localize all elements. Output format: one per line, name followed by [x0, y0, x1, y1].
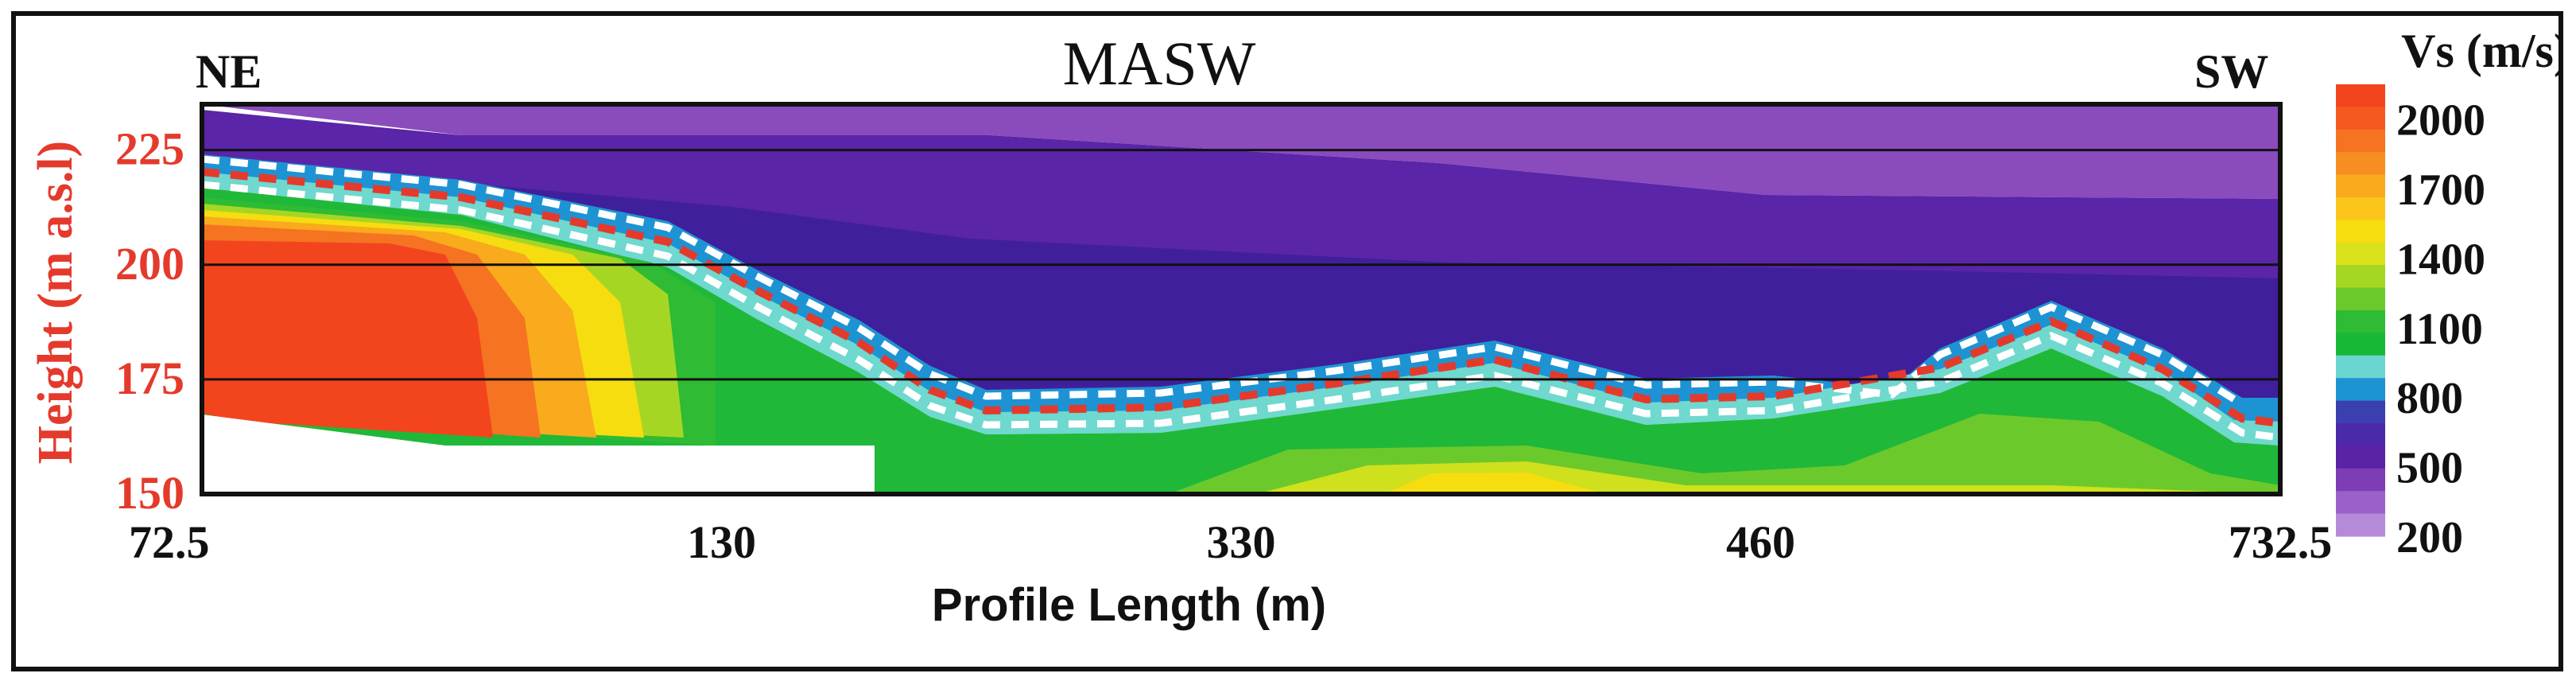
- layer-low-velocity-light: [202, 104, 2280, 199]
- colorbar-swatch-850: [2336, 355, 2385, 379]
- colorbar-tick-1400: 1400: [2396, 235, 2485, 284]
- interface-upper-dashed: [202, 155, 2244, 407]
- colorbar-swatch-200: [2336, 513, 2385, 537]
- colorbar-swatch-1600: [2336, 174, 2385, 198]
- colorbar-swatch-900: [2336, 333, 2385, 356]
- y-tick-label-175: 175: [115, 352, 184, 404]
- colorbar-tick-800: 800: [2396, 374, 2463, 423]
- x-tick-label-460: 460: [1726, 516, 1795, 568]
- colorbar-tick-200: 200: [2396, 513, 2463, 562]
- colorbar-tick-500: 500: [2396, 444, 2463, 493]
- transition-band-cyan: [202, 172, 2280, 446]
- y-tick-label-200: 200: [115, 238, 184, 290]
- colorbar-tick-1700: 1700: [2396, 165, 2485, 215]
- colorbar-swatch-1100: [2336, 287, 2385, 311]
- colorbar-title: Vs (m/s): [2401, 25, 2559, 77]
- colorbar-swatch-650: [2336, 400, 2385, 424]
- colorbar-swatch-2000: [2336, 107, 2385, 130]
- colorbar-swatch-750: [2336, 378, 2385, 402]
- interface-lower-dashed: [202, 181, 2280, 442]
- bedrock-yellow-patch: [1383, 473, 1606, 494]
- colorbar-swatch-1300: [2336, 242, 2385, 266]
- colorbar-swatch-1850: [2336, 129, 2385, 153]
- figure-frame: NE SW MASW: [11, 11, 2563, 671]
- core-red: [202, 240, 493, 438]
- colorbar-swatch-1200: [2336, 265, 2385, 289]
- x-axis-ticks: 72.5 130 330 460 732.5: [129, 516, 2332, 568]
- colorbar-ticks: 2000 1700 1400 1100 800 500 200: [2396, 96, 2485, 562]
- x-tick-label-72.5: 72.5: [129, 516, 210, 568]
- unsampled-area-lower: [202, 414, 875, 494]
- colorbar-swatch-450: [2336, 446, 2385, 469]
- colorbar: [2336, 84, 2385, 537]
- colorbar-swatch-1400: [2336, 220, 2385, 243]
- corner-label-sw: SW: [2194, 45, 2268, 98]
- colorbar-swatch-1000: [2336, 310, 2385, 333]
- colorbar-tick-2000: 2000: [2396, 96, 2485, 146]
- y-axis-ticks: 150 175 200 225: [115, 123, 184, 519]
- plot-border: [200, 102, 2283, 496]
- colorbar-swatch-1500: [2336, 197, 2385, 220]
- interface-mid-dashed: [202, 168, 2280, 427]
- colorbar-swatch-250: [2336, 491, 2385, 515]
- colorbar-swatch-1700: [2336, 152, 2385, 176]
- x-tick-label-130: 130: [687, 516, 756, 568]
- y-tick-label-225: 225: [115, 123, 184, 175]
- x-tick-label-330: 330: [1207, 516, 1276, 568]
- reference-lines: [202, 149, 2280, 381]
- x-tick-label-732.5: 732.5: [2229, 516, 2333, 568]
- colorbar-swatch-350: [2336, 468, 2385, 492]
- velocity-section: [202, 104, 2280, 494]
- corner-label-ne: NE: [196, 45, 262, 98]
- masw-chart: NE SW MASW: [29, 25, 2559, 631]
- y-tick-label-150: 150: [115, 467, 184, 519]
- x-axis-label: Profile Length (m): [932, 579, 1326, 631]
- chart-title: MASW: [1063, 29, 1256, 98]
- colorbar-swatch-550: [2336, 423, 2385, 446]
- bedrock-green: [202, 188, 2280, 494]
- y-axis-label: Height (m a.s.l): [29, 141, 83, 464]
- layer-low-velocity-dark: [461, 183, 2280, 398]
- colorbar-swatch-2150: [2336, 84, 2385, 107]
- colorbar-tick-1100: 1100: [2396, 305, 2483, 354]
